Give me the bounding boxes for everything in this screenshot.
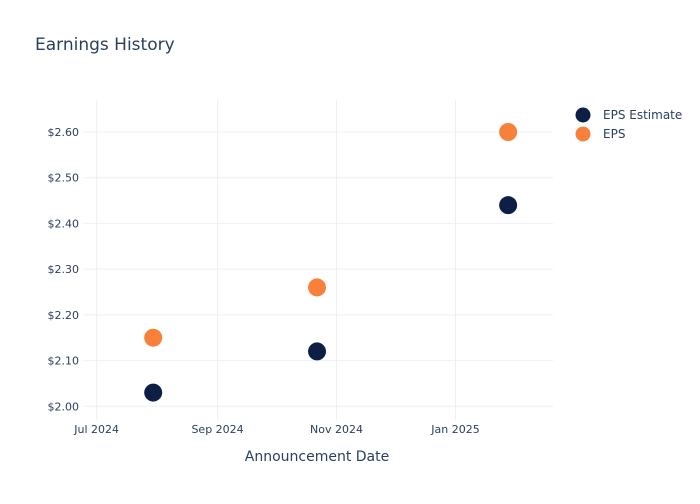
x-tick-label: Jul 2024	[73, 423, 119, 436]
x-axis-title: Announcement Date	[245, 449, 389, 465]
grid-layer	[83, 100, 553, 420]
x-tick-label: Sep 2024	[191, 423, 243, 436]
y-tick-label: $2.30	[48, 263, 80, 276]
y-tick-label: $2.60	[48, 126, 80, 139]
x-tick-label: Nov 2024	[310, 423, 363, 436]
legend-eps-estimate-swatch[interactable]	[575, 107, 591, 123]
x-tick-label: Jan 2025	[430, 423, 479, 436]
eps-estimate-marker[interactable]	[308, 342, 327, 361]
eps-estimate-marker[interactable]	[144, 383, 163, 402]
y-tick-label: $2.40	[48, 217, 80, 230]
y-tick-label: $2.10	[48, 355, 80, 368]
x-axis-ticks: Jul 2024 Sep 2024 Nov 2024 Jan 2025	[73, 423, 479, 436]
legend-eps-swatch[interactable]	[575, 126, 591, 142]
legend: EPS Estimate EPS	[575, 107, 682, 142]
chart-title: Earnings History	[35, 35, 175, 55]
eps-marker[interactable]	[308, 278, 327, 297]
data-markers	[144, 123, 518, 402]
eps-estimate-marker[interactable]	[499, 196, 518, 215]
legend-eps-label[interactable]: EPS	[603, 127, 625, 141]
y-tick-label: $2.20	[48, 309, 80, 322]
eps-marker[interactable]	[144, 328, 163, 347]
legend-eps-estimate-label[interactable]: EPS Estimate	[603, 108, 682, 122]
y-tick-label: $2.50	[48, 172, 80, 185]
y-tick-label: $2.00	[48, 400, 80, 413]
eps-marker[interactable]	[499, 123, 518, 141]
y-axis-ticks: $2.00 $2.10 $2.20 $2.30 $2.40 $2.50 $2.60	[48, 126, 80, 413]
